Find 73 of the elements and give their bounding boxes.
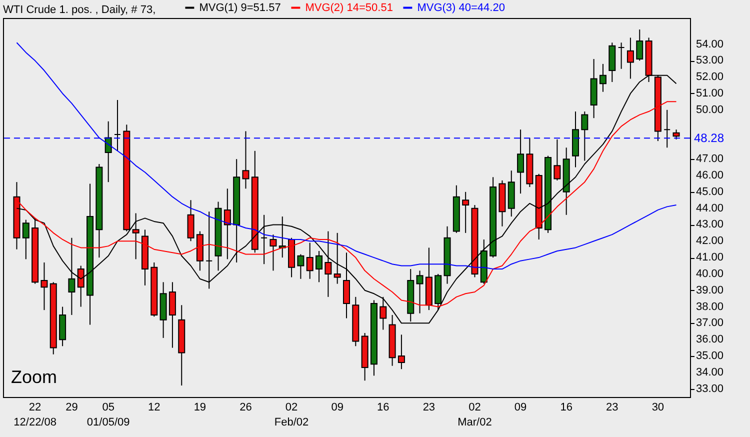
candlestick [334, 232, 341, 284]
legend-label: MVG(1) 9=51.57 [199, 2, 281, 14]
candlestick [22, 219, 30, 260]
line-series [16, 101, 677, 308]
annotation: Zoom [11, 367, 58, 387]
candlestick [554, 138, 561, 181]
x-tick-label: 26 [240, 402, 252, 414]
x-tick-label: 23 [422, 402, 436, 414]
candlestick [636, 28, 644, 62]
y-tick-label: 36.00 [696, 334, 724, 346]
y-tick-label: 38.00 [696, 300, 724, 313]
x-tick-label: 16 [560, 402, 572, 414]
candlestick [68, 237, 76, 316]
candlestick [132, 212, 140, 260]
y-tick-label: 47.00 [696, 153, 724, 166]
y-tick-label: 50.00 [696, 104, 724, 116]
x-tick-label: 09 [331, 402, 344, 414]
candlestick [324, 230, 332, 298]
candlestick [242, 130, 250, 190]
candlestick [260, 214, 268, 265]
candlestick [40, 262, 48, 311]
candlestick [343, 252, 350, 319]
x-tick-label: 30 [652, 402, 664, 414]
x-tick-label: 02 Feb/02 [274, 402, 309, 428]
legend-label: MVG(2) 14=50.51 [305, 2, 393, 14]
candlestick [206, 211, 213, 290]
x-tick-label: 02 Mar/02 [458, 402, 492, 428]
y-tick-label: 54.00 [696, 38, 724, 50]
y-tick-label: 45.00 [696, 186, 724, 198]
chart-title: WTI Crude 1. pos. , Daily, # 73, [3, 4, 156, 16]
candlestick [77, 265, 84, 308]
y-tick-label: 52.00 [696, 71, 724, 84]
y-tick-label: 35.00 [696, 350, 724, 362]
candlestick [581, 111, 588, 162]
candlestick [672, 129, 680, 140]
candlestick [316, 250, 323, 283]
candlestick [626, 37, 634, 80]
ref-line-label: 48.28 [694, 131, 724, 146]
candlestick [618, 42, 625, 70]
candlestick [517, 129, 524, 194]
y-tick-label: 42.00 [696, 235, 724, 248]
candlestick [297, 254, 304, 280]
y-tick-label: 39.00 [696, 284, 724, 296]
candlestick [224, 188, 231, 260]
candlestick [270, 234, 277, 272]
candlestick [187, 200, 194, 242]
candlestick [462, 191, 470, 234]
x-tick-label: 12 [148, 402, 160, 414]
x-tick-label: 16 [377, 402, 390, 414]
y-tick-label: 41.00 [696, 252, 724, 264]
candlestick [306, 242, 314, 280]
x-tick-label: 22 12/22/08 [14, 402, 56, 428]
y-tick-label: 44.00 [696, 202, 724, 214]
x-tick-label: 29 [66, 402, 78, 414]
y-tick-label: 53.00 [696, 54, 724, 67]
x-tick-label: 23 [606, 402, 618, 414]
x-tick-label: 19 [194, 402, 206, 414]
candlestick [168, 282, 176, 348]
y-tick-label: 40.00 [696, 268, 724, 280]
y-tick-label: 33.00 [696, 382, 724, 395]
candlestick [398, 334, 405, 370]
y-tick-label: 43.00 [696, 218, 724, 231]
candlestick [664, 109, 671, 148]
y-tick-label: 51.00 [696, 87, 724, 100]
y-tick-label: 34.00 [696, 366, 724, 378]
candlestick [416, 270, 424, 314]
y-tick-label: 46.00 [696, 170, 724, 182]
x-tick-label: 09 [514, 402, 527, 414]
x-tick-label: 05 01/05/09 [86, 402, 130, 428]
y-tick-label: 37.00 [696, 317, 724, 330]
legend-label: MVG(3) 40=44.20 [417, 2, 505, 14]
candlestick [114, 100, 121, 152]
candlestick [599, 63, 606, 92]
